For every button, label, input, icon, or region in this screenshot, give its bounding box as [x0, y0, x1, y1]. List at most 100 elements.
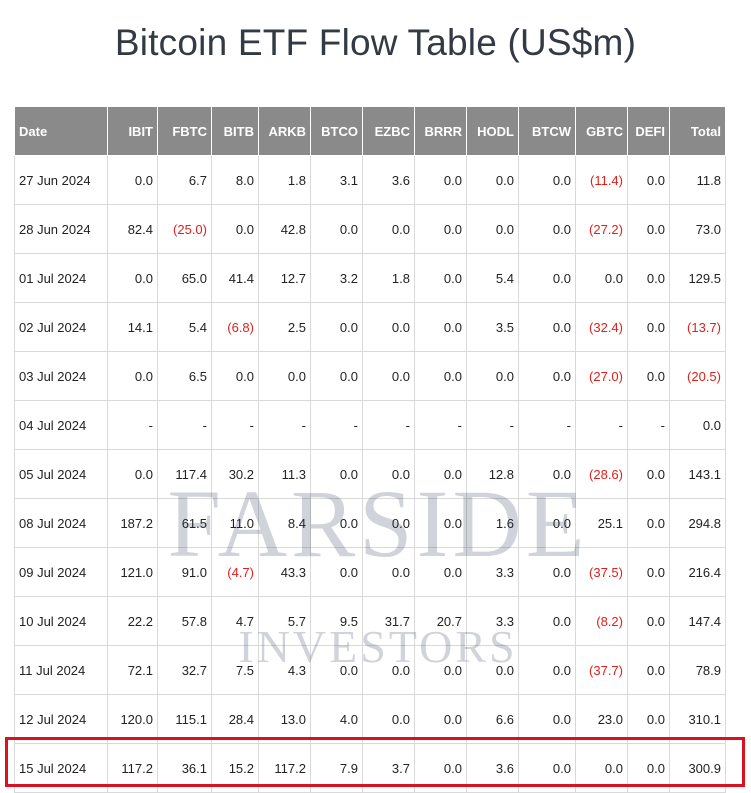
flow-cell: (27.2)	[575, 204, 628, 254]
flow-cell: 12.8	[466, 449, 519, 499]
column-header-brrr: BRRR	[414, 106, 467, 156]
flow-cell: 7.5	[211, 645, 259, 695]
flow-cell: 310.1	[669, 694, 726, 744]
flow-cell: 1.8	[362, 253, 415, 303]
flow-cell: 0.0	[627, 253, 670, 303]
flow-cell: -	[362, 400, 415, 450]
flow-cell: 0.0	[627, 155, 670, 205]
flow-cell: 31.7	[362, 596, 415, 646]
flow-cell: 4.7	[211, 596, 259, 646]
flow-cell: 0.0	[310, 498, 363, 548]
flow-cell: 0.0	[518, 351, 576, 401]
date-cell: 05 Jul 2024	[14, 449, 108, 499]
flow-cell: 216.4	[669, 547, 726, 597]
flow-cell: 9.5	[310, 596, 363, 646]
flow-cell: 8.0	[211, 155, 259, 205]
flow-cell: 3.2	[310, 253, 363, 303]
flow-cell: 61.5	[157, 498, 212, 548]
flow-cell: (28.6)	[575, 449, 628, 499]
flow-cell: 0.0	[518, 498, 576, 548]
flow-cell: 0.0	[627, 302, 670, 352]
column-header-total: Total	[669, 106, 726, 156]
flow-cell: (6.8)	[211, 302, 259, 352]
table-row: 27 Jun 2024 0.0 6.7 8.0 1.8 3.1 3.6 0.0 0.0 0.0 (1…	[14, 155, 726, 205]
flow-cell: -	[310, 400, 363, 450]
flow-cell: 3.1	[310, 155, 363, 205]
flow-cell: 0.0	[310, 351, 363, 401]
flow-cell: -	[157, 400, 212, 450]
flow-cell: 0.0	[518, 645, 576, 695]
flow-cell: 82.4	[107, 204, 158, 254]
flow-cell: 0.0	[627, 204, 670, 254]
flow-cell: (13.7)	[669, 302, 726, 352]
flow-cell: 0.0	[466, 204, 519, 254]
flow-cell: 0.0	[466, 645, 519, 695]
flow-cell: -	[107, 400, 158, 450]
date-cell: 02 Jul 2024	[14, 302, 108, 352]
flow-cell: 0.0	[627, 596, 670, 646]
flow-cell: 0.0	[466, 155, 519, 205]
flow-cell: 0.0	[107, 351, 158, 401]
date-cell: 11 Jul 2024	[14, 645, 108, 695]
flow-cell: 6.7	[157, 155, 212, 205]
flow-cell: (8.2)	[575, 596, 628, 646]
flow-cell: (25.0)	[157, 204, 212, 254]
flow-cell: 6.6	[466, 694, 519, 744]
flow-cell: 0.0	[107, 449, 158, 499]
flow-cell: 0.0	[414, 645, 467, 695]
flow-cell: 117.4	[157, 449, 212, 499]
flow-cell: 6.5	[157, 351, 212, 401]
flow-cell: 0.0	[310, 302, 363, 352]
flow-cell: 0.0	[575, 253, 628, 303]
flow-cell: 0.0	[518, 204, 576, 254]
table-row: 01 Jul 2024 0.0 65.0 41.4 12.7 3.2 1.8 0.0 5.4 0.…	[14, 253, 726, 303]
date-cell: 01 Jul 2024	[14, 253, 108, 303]
column-header-date: Date	[14, 106, 108, 156]
column-header-ezbc: EZBC	[362, 106, 415, 156]
flow-cell: 72.1	[107, 645, 158, 695]
flow-cell: (37.7)	[575, 645, 628, 695]
flow-cell: 43.3	[258, 547, 311, 597]
flow-cell: 0.0	[414, 253, 467, 303]
flow-cell: 73.0	[669, 204, 726, 254]
date-cell: 03 Jul 2024	[14, 351, 108, 401]
table-row: 11 Jul 2024 72.1 32.7 7.5 4.3 0.0 0.0 0.0 0.0 0.0…	[14, 645, 726, 695]
flow-cell: 42.8	[258, 204, 311, 254]
flow-cell: 0.0	[362, 302, 415, 352]
flow-cell: 0.0	[518, 302, 576, 352]
flow-cell: 3.5	[466, 302, 519, 352]
table-row: 28 Jun 2024 82.4 (25.0) 0.0 42.8 0.0 0.0 0.0 0.0…	[14, 204, 726, 254]
flow-cell: 25.1	[575, 498, 628, 548]
column-header-btcw: BTCW	[518, 106, 576, 156]
flow-cell: 0.0	[362, 449, 415, 499]
highlight-box	[5, 737, 745, 787]
flow-cell: 78.9	[669, 645, 726, 695]
column-header-defi: DEFI	[627, 106, 670, 156]
column-header-arkb: ARKB	[258, 106, 311, 156]
flow-cell: (32.4)	[575, 302, 628, 352]
flow-cell: 5.4	[466, 253, 519, 303]
flow-cell: -	[211, 400, 259, 450]
flow-cell: 3.3	[466, 547, 519, 597]
flow-cell: 0.0	[627, 547, 670, 597]
flow-cell: 65.0	[157, 253, 212, 303]
flow-cell: -	[627, 400, 670, 450]
flow-cell: 1.8	[258, 155, 311, 205]
flow-cell: 12.7	[258, 253, 311, 303]
flow-cell: 129.5	[669, 253, 726, 303]
flow-cell: -	[518, 400, 576, 450]
flow-cell: 5.4	[157, 302, 212, 352]
flow-cell: 0.0	[414, 302, 467, 352]
table-row: 12 Jul 2024 120.0 115.1 28.4 13.0 4.0 0.0 0.0 6.…	[14, 694, 726, 744]
flow-cell: 0.0	[518, 155, 576, 205]
table-row: 09 Jul 2024 121.0 91.0 (4.7) 43.3 0.0 0.0 0.0 3.…	[14, 547, 726, 597]
flow-cell: 0.0	[518, 449, 576, 499]
page-title: Bitcoin ETF Flow Table (US$m)	[114, 22, 637, 63]
flow-cell: 0.0	[518, 694, 576, 744]
flow-cell: 41.4	[211, 253, 259, 303]
flow-cell: 3.3	[466, 596, 519, 646]
flow-cell: 11.8	[669, 155, 726, 205]
flow-cell: 120.0	[107, 694, 158, 744]
etf-flow-table: Date IBIT FBTC BITB ARKB BTCO EZBC BRRR HODL BTCW…	[14, 106, 726, 793]
date-cell: 28 Jun 2024	[14, 204, 108, 254]
